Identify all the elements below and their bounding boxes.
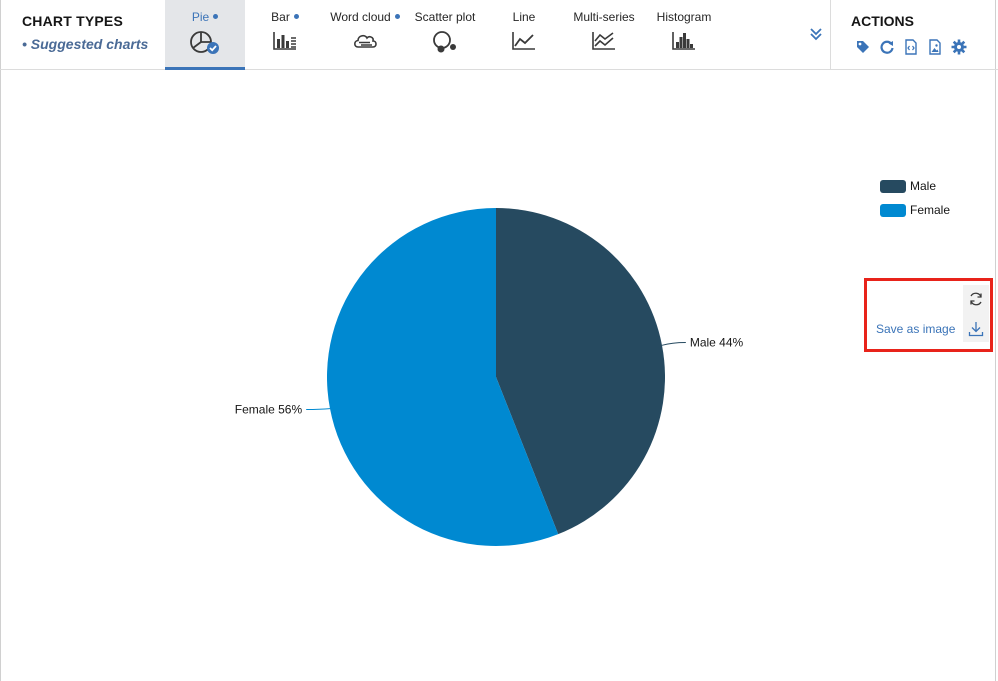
tab-line-label: Line	[512, 10, 536, 24]
line-chart-icon	[512, 32, 535, 50]
suggested-charts-legend: • Suggested charts	[22, 36, 149, 52]
pie-slice-female[interactable]	[327, 208, 559, 546]
chart-tool-column	[963, 285, 989, 342]
refresh-icon[interactable]	[879, 39, 895, 55]
tab-word-cloud[interactable]: Word cloud	[326, 0, 404, 70]
data-label-female: Female 56%	[235, 403, 303, 417]
tag-icon[interactable]	[855, 39, 871, 55]
pie-chart-icon	[190, 31, 219, 54]
histogram-icon	[672, 32, 695, 50]
tab-scatter-plot-label: Scatter plot	[414, 10, 476, 24]
tab-bar[interactable]: Bar	[258, 0, 312, 70]
suggested-charts-label: Suggested charts	[30, 36, 149, 52]
tab-bar-label: Bar	[271, 10, 290, 24]
chevron-double-down-icon[interactable]	[808, 26, 824, 42]
toolbar-divider	[830, 0, 831, 70]
data-label-male: Male 44%	[690, 335, 744, 349]
tab-multi-series-label: Multi-series	[573, 10, 635, 24]
legend-swatch-female	[880, 204, 906, 217]
bar-chart-icon	[273, 32, 296, 50]
tab-histogram[interactable]: Histogram	[650, 0, 718, 70]
actions-title: ACTIONS	[851, 13, 914, 29]
suggested-dot	[394, 14, 400, 20]
scatter-plot-icon	[433, 31, 456, 53]
label-leader-female	[306, 408, 331, 411]
legend-swatch-male	[880, 180, 906, 193]
image-file-icon[interactable]	[927, 39, 943, 55]
tab-multi-series[interactable]: Multi-series	[566, 0, 642, 70]
save-as-image-label: Save as image	[876, 322, 956, 336]
tab-histogram-label: Histogram	[656, 10, 712, 24]
reset-icon[interactable]	[968, 291, 984, 307]
label-leader-male	[661, 341, 686, 346]
tab-scatter-plot[interactable]: Scatter plot	[408, 0, 482, 70]
chart-types-title: CHART TYPES	[22, 13, 123, 29]
tab-pie[interactable]: Pie	[165, 0, 245, 70]
highlight-box: Save as image	[864, 278, 993, 352]
legend-label-male: Male	[910, 179, 937, 193]
word-cloud-icon	[354, 34, 377, 48]
multi-series-icon	[592, 32, 615, 50]
pie-slice-male[interactable]	[496, 208, 665, 535]
code-file-icon[interactable]	[903, 39, 919, 55]
chart-toolbar: CHART TYPES • Suggested charts Pie Bar W…	[0, 0, 998, 70]
tab-pie-label: Pie	[191, 10, 210, 24]
legend-label-female: Female	[910, 203, 951, 217]
download-icon[interactable]	[968, 321, 984, 337]
suggested-dot	[293, 14, 299, 20]
tab-line[interactable]: Line	[500, 0, 548, 70]
gear-icon[interactable]	[951, 39, 967, 55]
tab-word-cloud-label: Word cloud	[330, 10, 391, 24]
suggested-dot	[213, 14, 219, 20]
